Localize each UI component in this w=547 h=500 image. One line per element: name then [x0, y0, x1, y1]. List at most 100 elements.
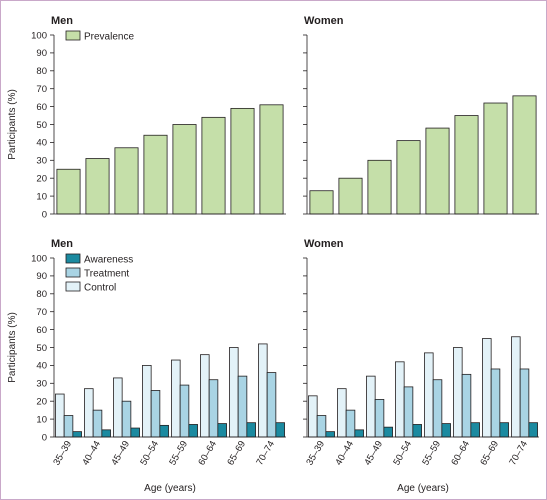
bar-awareness — [470, 422, 480, 438]
x-axis-label: Age (years) — [144, 483, 196, 494]
y-tick-label: 20 — [36, 174, 47, 185]
y-tick-label: 50 — [36, 343, 47, 354]
bar-awareness — [188, 424, 198, 438]
bar-treatment — [150, 390, 161, 438]
bar-control — [200, 354, 210, 438]
bar-awareness — [383, 426, 393, 438]
bar-treatment — [237, 375, 248, 438]
x-tick-label: 35–39 — [51, 439, 74, 467]
bar-treatment — [519, 368, 530, 438]
bar-awareness — [499, 422, 509, 438]
bar-control — [258, 343, 268, 438]
y-tick-label: 100 — [31, 30, 47, 41]
legend-swatch-control — [65, 281, 81, 292]
x-tick-label: 70–74 — [254, 439, 277, 467]
y-tick-label: 50 — [36, 120, 47, 131]
bar-prevalence — [454, 115, 479, 215]
bar-treatment — [208, 379, 219, 438]
bar-control — [337, 388, 347, 438]
bar-prevalence — [367, 159, 392, 215]
bar-prevalence — [56, 168, 81, 215]
x-tick-label: 40–44 — [80, 439, 103, 467]
bar-prevalence — [85, 158, 110, 215]
legend-swatch-treatment — [65, 267, 81, 278]
x-tick-label: 40–44 — [333, 439, 356, 467]
bar-awareness — [130, 427, 140, 438]
legend-label-treatment: Treatment — [84, 269, 129, 280]
bar-prevalence — [483, 102, 508, 215]
bar-control — [366, 375, 376, 438]
bar-control — [229, 347, 239, 438]
bar-treatment — [316, 415, 327, 438]
bar-treatment — [490, 368, 501, 438]
bar-control — [142, 364, 152, 438]
bar-awareness — [412, 424, 422, 438]
bar-prevalence — [201, 116, 226, 215]
bar-treatment — [63, 415, 74, 438]
bar-control — [84, 388, 94, 438]
y-tick-label: 40 — [36, 138, 47, 149]
legend-swatch-awareness — [65, 253, 81, 264]
y-tick-label: 10 — [36, 191, 47, 202]
y-tick-label: 80 — [36, 66, 47, 77]
bar-awareness — [246, 422, 256, 438]
bar-awareness — [528, 422, 538, 438]
y-tick-label: 90 — [36, 271, 47, 282]
bar-awareness — [275, 422, 285, 438]
x-tick-label: 65–69 — [478, 439, 501, 467]
x-tick-label: 35–39 — [304, 439, 327, 467]
bar-control — [113, 377, 123, 438]
x-tick-label: 65–69 — [225, 439, 248, 467]
bar-treatment — [92, 409, 103, 438]
x-tick-label: 60–64 — [196, 439, 219, 467]
bar-treatment — [179, 384, 190, 438]
bar-treatment — [461, 373, 472, 438]
bar-treatment — [403, 386, 414, 438]
bar-awareness — [101, 429, 111, 438]
bar-awareness — [354, 429, 364, 438]
panel-title: Men — [51, 238, 73, 250]
y-tick-label: 0 — [42, 209, 47, 220]
bar-awareness — [72, 431, 82, 438]
y-tick-label: 30 — [36, 156, 47, 167]
bar-prevalence — [512, 95, 537, 215]
bar-control — [453, 347, 463, 438]
x-tick-label: 50–54 — [138, 439, 161, 467]
x-tick-label: 55–59 — [167, 439, 190, 467]
y-tick-label: 100 — [31, 253, 47, 264]
y-tick-label: 80 — [36, 289, 47, 300]
legend-label-prevalence: Prevalence — [84, 32, 134, 43]
bar-prevalence — [338, 177, 363, 215]
bar-control — [482, 338, 492, 438]
x-tick-label: 55–59 — [420, 439, 443, 467]
x-tick-label: 50–54 — [391, 439, 414, 467]
y-tick-label: 30 — [36, 379, 47, 390]
legend-swatch-prevalence — [65, 30, 81, 41]
bar-prevalence — [114, 147, 139, 215]
x-axis-label: Age (years) — [397, 483, 449, 494]
bar-treatment — [345, 409, 356, 438]
y-axis-label: Participants (%) — [7, 312, 18, 383]
bar-prevalence — [259, 104, 284, 215]
y-tick-label: 0 — [42, 432, 47, 443]
bar-control — [395, 361, 405, 438]
bar-control — [511, 336, 521, 438]
y-tick-label: 90 — [36, 48, 47, 59]
bar-awareness — [441, 423, 451, 438]
bar-control — [308, 395, 318, 438]
x-tick-label: 45–49 — [109, 439, 132, 467]
bar-prevalence — [425, 127, 450, 215]
y-axis-label: Participants (%) — [7, 89, 18, 160]
bar-prevalence — [143, 134, 168, 215]
panel-title: Men — [51, 15, 73, 27]
bar-control — [55, 393, 65, 438]
bar-treatment — [374, 399, 385, 438]
bar-control — [424, 352, 434, 438]
bar-prevalence — [396, 140, 421, 215]
bar-treatment — [121, 400, 132, 438]
bar-prevalence — [172, 124, 197, 215]
y-tick-label: 70 — [36, 84, 47, 95]
y-tick-label: 60 — [36, 325, 47, 336]
